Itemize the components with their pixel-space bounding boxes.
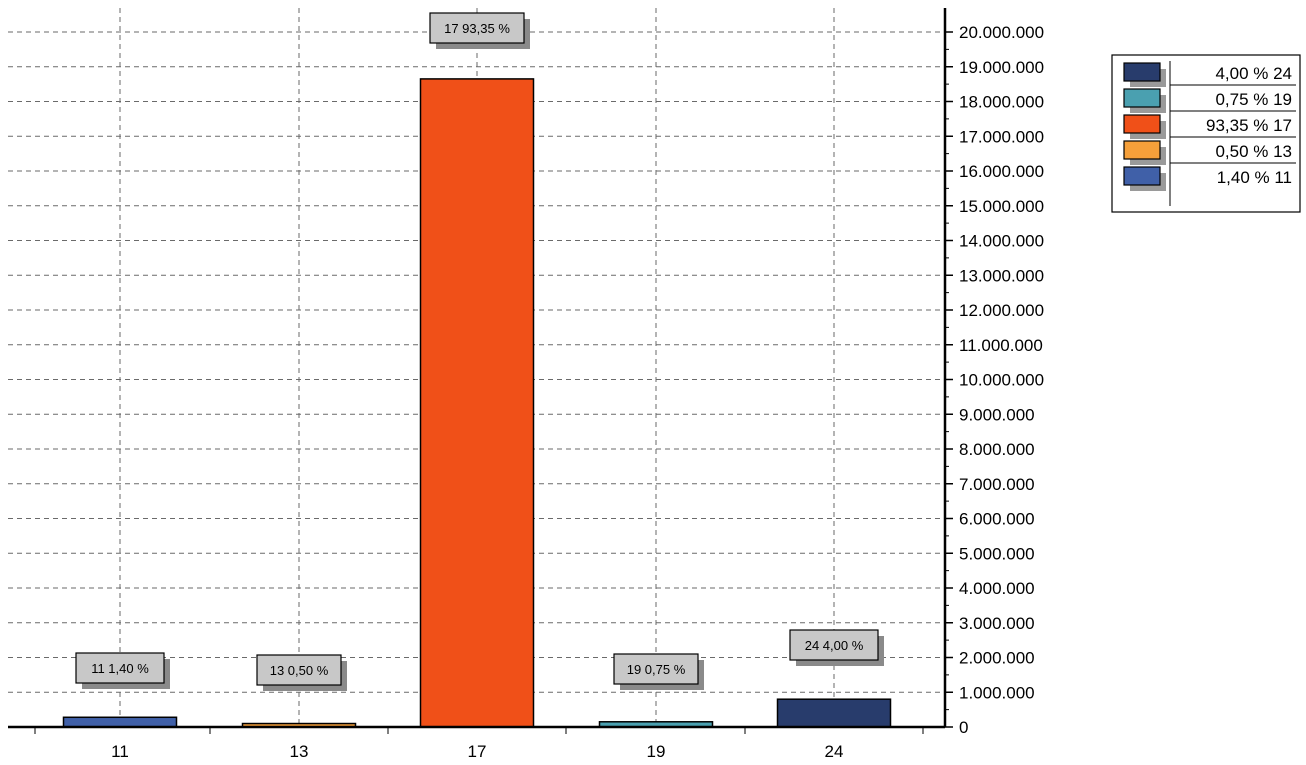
legend-label: 0,50 % 13 bbox=[1215, 142, 1292, 161]
data-label-24: 24 4,00 % bbox=[789, 629, 884, 666]
x-tick-label: 17 bbox=[468, 742, 487, 761]
y-tick-label: 11.000.000 bbox=[959, 336, 1043, 355]
y-tick-label: 17.000.000 bbox=[959, 127, 1044, 146]
legend-label: 93,35 % 17 bbox=[1206, 116, 1292, 135]
axes bbox=[8, 8, 947, 729]
legend-swatch bbox=[1123, 114, 1161, 134]
y-tick-label: 15.000.000 bbox=[959, 197, 1044, 216]
label-text: 17 93,35 % bbox=[444, 21, 510, 36]
legend-swatch bbox=[1123, 62, 1161, 82]
y-tick-label: 16.000.000 bbox=[959, 162, 1044, 181]
y-tick-label: 12.000.000 bbox=[959, 301, 1044, 320]
y-tick-label: 9.000.000 bbox=[959, 405, 1035, 424]
bar-17 bbox=[419, 78, 535, 728]
y-tick-label: 4.000.000 bbox=[959, 579, 1035, 598]
y-tick-label: 20.000.000 bbox=[959, 23, 1044, 42]
legend-swatch bbox=[1123, 166, 1161, 186]
bar-11 bbox=[62, 716, 178, 728]
bars bbox=[62, 78, 892, 728]
data-labels: 11 1,40 % 13 0,50 % 17 93,35 % 19 0,75 % 24 … bbox=[75, 12, 884, 691]
legend-item: 4,00 % 24 bbox=[1123, 62, 1296, 87]
legend: 4,00 % 24 0,75 % 19 93,35 % 17 0,50 % 13 1,4… bbox=[1111, 54, 1301, 213]
legend-label: 1,40 % 11 bbox=[1217, 168, 1292, 187]
legend-label: 0,75 % 19 bbox=[1215, 90, 1292, 109]
y-tick-label: 2.000.000 bbox=[959, 649, 1035, 668]
y-tick-label: 6.000.000 bbox=[959, 510, 1035, 529]
legend-swatch bbox=[1123, 140, 1161, 160]
x-tick-label: 11 bbox=[111, 742, 129, 761]
legend-item: 0,50 % 13 bbox=[1123, 140, 1296, 165]
y-tick-label: 8.000.000 bbox=[959, 440, 1035, 459]
data-label-11: 11 1,40 % bbox=[75, 652, 170, 689]
label-box bbox=[429, 12, 525, 44]
y-tick-label: 10.000.000 bbox=[959, 371, 1044, 390]
label-box bbox=[256, 654, 342, 686]
y-tick-label: 7.000.000 bbox=[959, 475, 1035, 494]
label-box bbox=[613, 653, 699, 685]
data-label-19: 19 0,75 % bbox=[613, 653, 704, 690]
data-label-13: 13 0,50 % bbox=[256, 654, 347, 691]
y-axis-ticks: 0 1.000.000 2.000.000 3.000.000 4.000.000 5.0… bbox=[945, 23, 1044, 737]
label-text: 24 4,00 % bbox=[805, 638, 864, 653]
y-tick-label: 19.000.000 bbox=[959, 58, 1044, 77]
x-axis-ticks: 11 13 17 19 24 bbox=[34, 727, 924, 761]
x-tick-label: 24 bbox=[825, 742, 844, 761]
legend-item: 93,35 % 17 bbox=[1123, 114, 1296, 139]
label-box bbox=[75, 652, 165, 684]
label-text: 11 1,40 % bbox=[91, 661, 149, 676]
data-label-17: 17 93,35 % bbox=[429, 12, 530, 49]
y-tick-label: 3.000.000 bbox=[959, 614, 1035, 633]
y-tick-label: 0 bbox=[959, 718, 968, 737]
y-tick-label: 1.000.000 bbox=[959, 683, 1035, 702]
legend-item: 1,40 % 11 bbox=[1123, 166, 1292, 191]
x-tick-label: 13 bbox=[290, 742, 309, 761]
y-tick-label: 13.000.000 bbox=[959, 266, 1044, 285]
label-text: 19 0,75 % bbox=[627, 662, 686, 677]
label-text: 13 0,50 % bbox=[270, 663, 329, 678]
legend-item: 0,75 % 19 bbox=[1123, 88, 1296, 113]
y-tick-label: 14.000.000 bbox=[959, 232, 1044, 251]
bar-24 bbox=[776, 698, 892, 728]
y-tick-label: 5.000.000 bbox=[959, 544, 1035, 563]
x-tick-label: 19 bbox=[647, 742, 666, 761]
y-tick-label: 18.000.000 bbox=[959, 93, 1044, 112]
legend-swatch bbox=[1123, 88, 1161, 108]
label-box bbox=[789, 629, 879, 661]
legend-label: 4,00 % 24 bbox=[1215, 64, 1292, 83]
